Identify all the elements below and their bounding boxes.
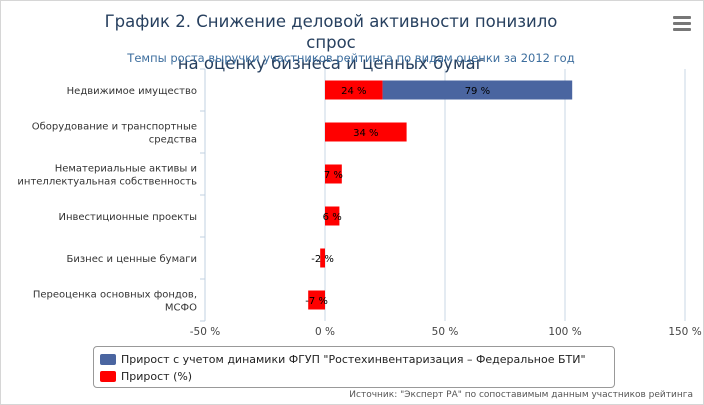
bar-chart-plot: -50 % 0 % 50 % 100 % 150 % Недвижимое имущест…	[17, 68, 702, 338]
hamburger-menu-icon[interactable]	[673, 16, 691, 32]
legend-label-series-2: Прирост (%)	[121, 369, 193, 383]
category-label: МСФО	[165, 303, 197, 314]
legend-swatch-series-2	[100, 370, 116, 382]
bar-series-1	[382, 80, 573, 100]
source-note: Источник: "Эксперт РА" по сопоставимым д…	[349, 390, 693, 400]
legend-swatch-series-1	[100, 353, 116, 365]
bar-series-2	[325, 164, 342, 184]
x-tick-label: 0 %	[315, 326, 335, 338]
legend-item-series-1[interactable]: Прирост с учетом динамики ФГУП "Ростехин…	[100, 351, 586, 367]
data-label-series-1: 79 %	[465, 86, 490, 97]
chart-title-line-1: График 2. Снижение деловой активности по…	[104, 12, 558, 52]
bar-series-2	[325, 206, 340, 226]
x-tick-label: 100 %	[548, 326, 581, 338]
bar-series-2	[325, 122, 407, 142]
category-label: Оборудование и транспортные	[32, 122, 197, 133]
chart-title-line-2: на оценку бизнеса и ценных бумаг	[177, 54, 485, 73]
data-label-series-2: -7 %	[305, 296, 328, 307]
x-tick-label: 150 %	[668, 326, 701, 338]
x-tick-label: 50 %	[432, 326, 459, 338]
category-label: Нематериальные активы и	[55, 164, 197, 175]
category-label: Переоценка основных фондов,	[33, 290, 197, 301]
legend-label-series-1: Прирост с учетом динамики ФГУП "Ростехин…	[121, 352, 586, 366]
data-label-series-2: 24 %	[341, 86, 366, 97]
data-label-series-2: 6 %	[323, 212, 342, 223]
data-label-series-2: -2 %	[311, 254, 334, 265]
bar-series-2	[325, 80, 383, 100]
category-label: интеллектуальная собственность	[17, 177, 197, 188]
x-tick-label: -50 %	[190, 326, 220, 338]
data-label-series-2: 7 %	[324, 170, 343, 181]
bar-series-2	[320, 248, 325, 268]
category-label: Инвестиционные проекты	[58, 212, 197, 223]
chart-legend: Прирост с учетом динамики ФГУП "Ростехин…	[93, 346, 615, 388]
bar-series-2	[308, 290, 325, 310]
category-label: средства	[149, 135, 197, 146]
chart-subtitle: Темпы роста выручки участников рейтинга …	[127, 51, 575, 65]
category-label: Недвижимое имущество	[67, 86, 197, 97]
chart-title: График 2. Снижение деловой активности по…	[81, 11, 581, 74]
category-label: Бизнес и ценные бумаги	[67, 254, 198, 265]
legend-item-series-2[interactable]: Прирост (%)	[100, 368, 192, 384]
data-label-series-2: 34 %	[353, 128, 378, 139]
